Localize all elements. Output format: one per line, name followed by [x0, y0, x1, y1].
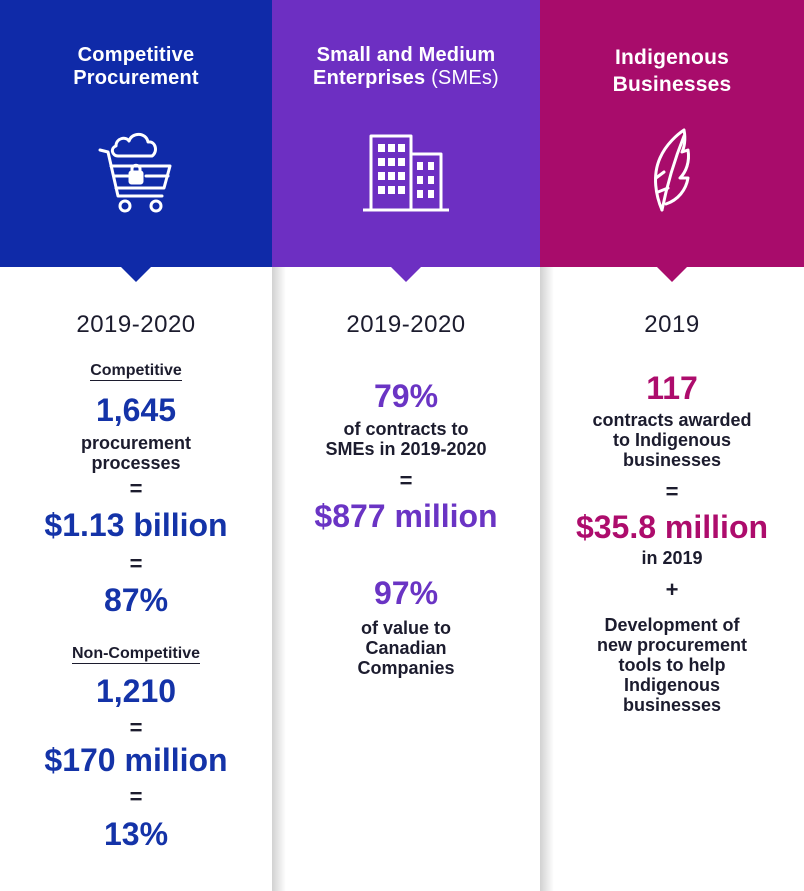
header-pointer — [120, 266, 152, 282]
plus-sign: + — [665, 577, 679, 602]
equals-sign: = — [665, 479, 679, 504]
year-label: 2019 — [644, 311, 700, 338]
header-pointer — [656, 266, 688, 282]
title-line: Indigenous — [615, 46, 729, 69]
competitive-subheading: Competitive — [0, 362, 272, 381]
title-line: Procurement — [73, 67, 199, 89]
indigenous-contract-count: 117 — [646, 370, 698, 406]
description-line: businesses — [622, 695, 722, 715]
equals-sign: = — [399, 468, 413, 493]
competitive-label: Competitive — [90, 362, 182, 381]
equals-sign: = — [129, 476, 143, 501]
indigenous-value: $35.8 million — [575, 509, 769, 545]
description-line: contracts awarded — [592, 410, 752, 430]
competitive-value: $1.13 billion — [44, 507, 228, 543]
year-label: 2019-2020 — [76, 311, 196, 338]
canadian-value-percent: 97% — [373, 575, 439, 611]
indigenous-contract-description: contracts awarded to Indigenous business… — [540, 410, 804, 470]
title-bold-part: Enterprises — [313, 67, 426, 89]
description-line: new procurement — [596, 635, 748, 655]
equals-sign: = — [129, 715, 143, 740]
year-label: 2019-2020 — [346, 311, 466, 338]
title-line: Competitive — [77, 44, 195, 66]
description-line: Canadian — [365, 638, 447, 658]
header-pointer — [390, 266, 422, 282]
noncompetitive-value: $170 million — [44, 742, 228, 778]
description-line: of value to — [360, 618, 451, 638]
noncompetitive-subheading: Non-Competitive — [0, 645, 272, 664]
equals-sign: = — [129, 551, 143, 576]
competitive-procurement-column: Competitive Procurement 2019-2020 Compet… — [0, 0, 272, 891]
indigenous-value-year: in 2019 — [641, 548, 703, 568]
description-line: tools to help — [618, 655, 726, 675]
indigenous-body: 2019 117 contracts awarded to Indigenous… — [540, 267, 804, 891]
description-line: Companies — [357, 658, 455, 678]
feather-icon — [654, 128, 690, 212]
sme-contract-percent: 79% — [373, 378, 439, 414]
description-line: Indigenous — [624, 675, 720, 695]
indigenous-column: Indigenous Businesses 2019 117 contracts… — [540, 0, 804, 891]
office-building-icon — [363, 134, 449, 212]
description-line: of contracts to — [343, 419, 469, 439]
sme-header: Small and Medium Enterprises (SMEs) — [272, 0, 540, 282]
sme-column: Small and Medium Enterprises (SMEs) — [272, 0, 540, 891]
noncompetitive-count: 1,210 — [95, 673, 177, 709]
sme-title: Small and Medium Enterprises (SMEs) — [272, 44, 540, 90]
description-line: SMEs in 2019-2020 — [325, 439, 487, 459]
description-line: processes — [91, 453, 181, 473]
competitive-procurement-body: 2019-2020 Competitive 1,645 procurement … — [0, 267, 272, 891]
description-line: businesses — [622, 450, 722, 470]
indigenous-header: Indigenous Businesses — [540, 0, 804, 282]
noncompetitive-label: Non-Competitive — [72, 645, 200, 664]
title-light-part: (SMEs) — [431, 67, 499, 89]
sme-body: 2019-2020 79% of contracts to SMEs in 20… — [272, 267, 540, 891]
title-line: Enterprises (SMEs) — [272, 67, 540, 90]
description-line: to Indigenous — [613, 430, 731, 450]
competitive-count: 1,645 — [95, 392, 177, 428]
noncompetitive-percent: 13% — [103, 816, 169, 852]
competitive-procurement-title: Competitive Procurement — [0, 44, 272, 90]
description-line: procurement — [80, 433, 192, 453]
competitive-percent: 87% — [103, 582, 169, 618]
description-line: Development of — [604, 615, 740, 635]
equals-sign: = — [129, 784, 143, 809]
competitive-description: procurement processes — [0, 433, 272, 473]
canadian-value-description: of value to Canadian Companies — [272, 618, 540, 678]
competitive-procurement-header: Competitive Procurement — [0, 0, 272, 282]
development-description: Development of new procurement tools to … — [540, 615, 804, 715]
title-line: Businesses — [612, 73, 732, 96]
indigenous-title: Indigenous Businesses — [540, 44, 804, 98]
sme-contract-description: of contracts to SMEs in 2019-2020 — [272, 419, 540, 459]
title-line: Small and Medium — [316, 44, 496, 66]
sme-value: $877 million — [314, 498, 498, 534]
shopping-cart-cloud-lock-icon — [98, 132, 172, 213]
